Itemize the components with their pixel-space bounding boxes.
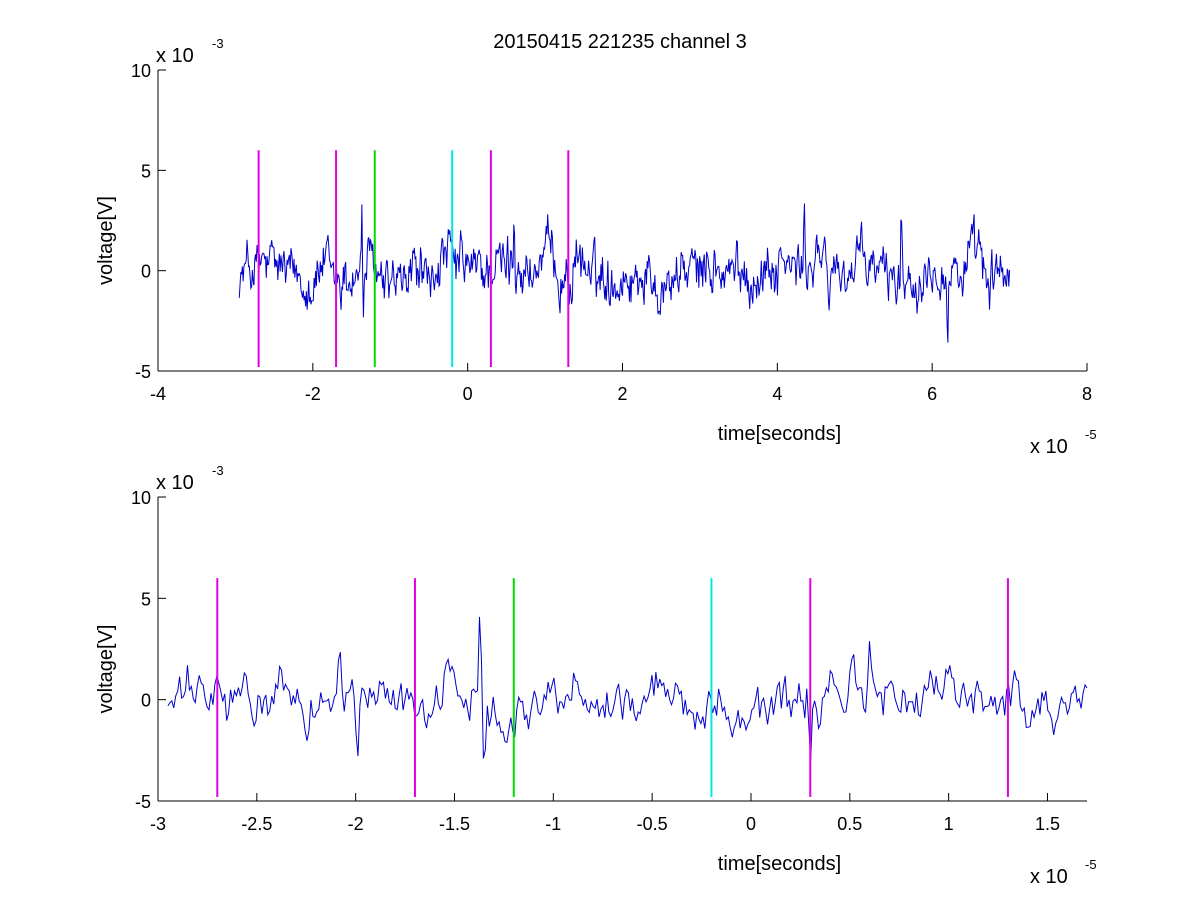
x-tick-label: 2 bbox=[617, 384, 627, 404]
x-axis-label: time[seconds] bbox=[718, 853, 841, 875]
x-tick-label: 0 bbox=[746, 814, 756, 834]
x-tick-label: -0.5 bbox=[637, 814, 668, 834]
y-tick-label: 0 bbox=[141, 691, 151, 711]
x-tick-label: 8 bbox=[1082, 384, 1092, 404]
y-axis-label: voltage[V] bbox=[95, 196, 117, 285]
x-tick-label: 4 bbox=[772, 384, 782, 404]
x-tick-label: -1 bbox=[545, 814, 561, 834]
y-tick-label: 10 bbox=[131, 61, 151, 81]
x-exponent: -5 bbox=[1085, 427, 1097, 442]
y-tick-label: -5 bbox=[135, 362, 151, 382]
signal-trace bbox=[167, 616, 1088, 761]
x-tick-label: -2 bbox=[348, 814, 364, 834]
x-tick-label: -3 bbox=[150, 814, 166, 834]
x-tick-label: 0 bbox=[463, 384, 473, 404]
x-multiplier: x 10 bbox=[1030, 866, 1068, 888]
x-tick-label: -1.5 bbox=[439, 814, 470, 834]
x-tick-label: 6 bbox=[927, 384, 937, 404]
y-exponent: -3 bbox=[212, 463, 224, 478]
x-multiplier: x 10 bbox=[1030, 436, 1068, 458]
y-multiplier: x 10 bbox=[156, 45, 194, 67]
x-tick-label: -4 bbox=[150, 384, 166, 404]
x-tick-label: -2.5 bbox=[241, 814, 272, 834]
x-axis-label: time[seconds] bbox=[718, 423, 841, 445]
signal-trace bbox=[238, 203, 1011, 343]
y-tick-label: 5 bbox=[141, 161, 151, 181]
y-tick-label: 0 bbox=[141, 262, 151, 282]
x-tick-label: 0.5 bbox=[837, 814, 862, 834]
y-tick-label: -5 bbox=[135, 792, 151, 812]
top-chart: -4 -2 0 2 4 6 8 -5 0 5 10 time[seconds] voltage[V] x … bbox=[95, 36, 1097, 458]
y-exponent: -3 bbox=[212, 36, 224, 51]
bottom-chart: -3 -2.5 -2 -1.5 -1 -0.5 0 0.5 1 1.5 -5 0 5 10 time[sec… bbox=[95, 463, 1097, 888]
figure-title: 20150415 221235 channel 3 bbox=[493, 31, 747, 53]
y-tick-label: 10 bbox=[131, 488, 151, 508]
y-axis-label: voltage[V] bbox=[95, 625, 117, 714]
y-tick-label: 5 bbox=[141, 589, 151, 609]
y-multiplier: x 10 bbox=[156, 472, 194, 494]
x-exponent: -5 bbox=[1085, 857, 1097, 872]
x-tick-label: 1 bbox=[944, 814, 954, 834]
x-tick-label: -2 bbox=[305, 384, 321, 404]
x-tick-label: 1.5 bbox=[1035, 814, 1060, 834]
